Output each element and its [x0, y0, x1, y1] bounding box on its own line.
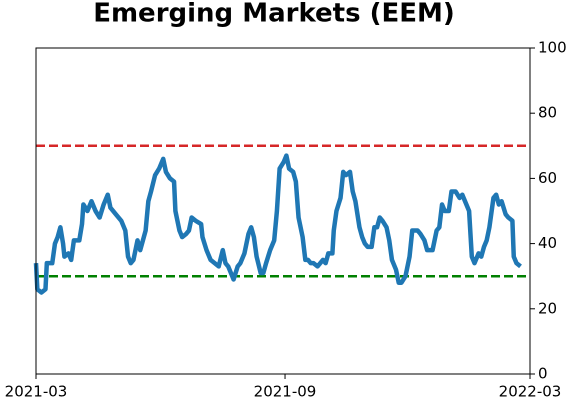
y-tick-label: 80: [538, 104, 557, 122]
chart-title: Emerging Markets (EEM): [93, 0, 455, 29]
y-tick-label: 60: [538, 169, 557, 187]
x-tick-label: 2021-09: [254, 383, 317, 401]
x-tick-label: 2022-03: [499, 383, 562, 401]
y-tick-label: 0: [538, 365, 548, 383]
plot-frame: [35, 47, 531, 375]
y-tick-label: 20: [538, 299, 557, 317]
x-tick-label: 2021-03: [5, 383, 68, 401]
line-series: [33, 153, 522, 295]
y-tick-label: 100: [538, 39, 567, 57]
y-tick-label: 40: [538, 234, 557, 252]
